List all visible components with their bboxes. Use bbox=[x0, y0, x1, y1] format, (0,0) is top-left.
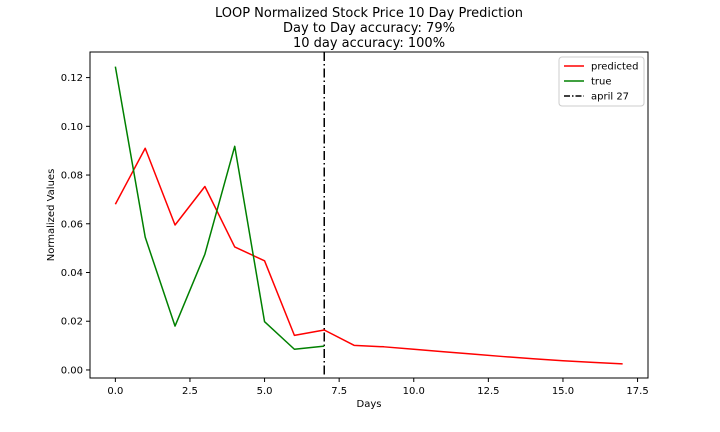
x-tick-label: 12.5 bbox=[477, 386, 499, 397]
series-line-true bbox=[114, 66, 325, 350]
chart-title-line-2: Day to Day accuracy: 79% bbox=[283, 21, 455, 36]
y-axis-label: Normalized Values bbox=[46, 169, 57, 262]
x-axis-label: Days bbox=[357, 399, 382, 410]
x-tick-label: 15.0 bbox=[552, 386, 574, 397]
x-axis-ticks: 0.0 2.5 5.0 7.5 10.0 12.5 15.0 17.5 bbox=[107, 378, 649, 397]
chart-title-line-3: 10 day accuracy: 100% bbox=[293, 36, 445, 51]
x-tick-label: 7.5 bbox=[331, 386, 347, 397]
x-tick-label: 0.0 bbox=[107, 386, 123, 397]
x-tick-label: 2.5 bbox=[182, 386, 198, 397]
legend-box bbox=[558, 56, 645, 107]
x-tick-label: 10.0 bbox=[403, 386, 425, 397]
legend-label-true: true bbox=[591, 77, 612, 88]
plot-area-frame bbox=[89, 51, 649, 379]
y-tick-label: 0.00 bbox=[61, 365, 83, 376]
legend: predicted true april 27 bbox=[558, 56, 645, 107]
series-line-predicted bbox=[114, 147, 623, 365]
legend-label-predicted: predicted bbox=[591, 62, 638, 73]
y-tick-label: 0.08 bbox=[61, 171, 83, 182]
y-axis-ticks: 0.00 0.02 0.04 0.06 0.08 0.10 0.12 bbox=[61, 73, 90, 376]
chart-title-line-1: LOOP Normalized Stock Price 10 Day Predi… bbox=[215, 6, 523, 21]
y-tick-label: 0.06 bbox=[61, 219, 83, 230]
y-tick-label: 0.12 bbox=[61, 73, 83, 84]
legend-label-april-27: april 27 bbox=[591, 92, 629, 103]
y-tick-label: 0.10 bbox=[61, 122, 83, 133]
x-tick-label: 17.5 bbox=[626, 386, 648, 397]
series-lines bbox=[114, 66, 623, 365]
y-tick-label: 0.02 bbox=[61, 317, 83, 328]
x-tick-label: 5.0 bbox=[257, 386, 273, 397]
y-tick-label: 0.04 bbox=[61, 268, 83, 279]
